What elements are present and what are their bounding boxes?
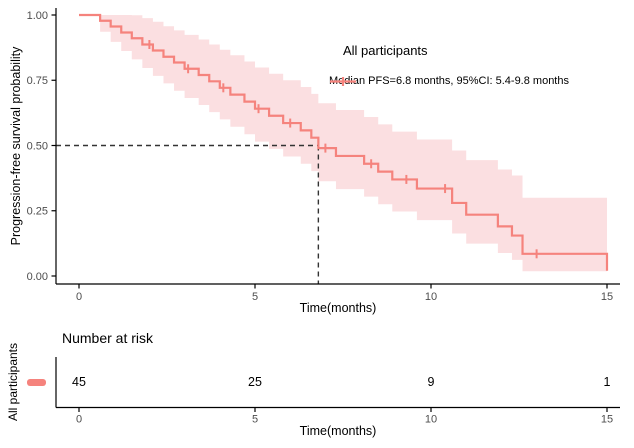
risk-x-tick-label: 10 [425, 414, 437, 426]
median-pfs-legend-symbol [330, 77, 356, 86]
y-tick-label: 0.00 [27, 271, 48, 283]
legend-entry: Median PFS=6.8 months, 95%CI: 5.4-9.8 mo… [329, 75, 569, 87]
legend-entry-label: Median PFS=6.8 months, 95%CI: 5.4-9.8 mo… [329, 75, 569, 87]
x-tick-label: 5 [252, 291, 258, 303]
risk-count: 45 [72, 375, 86, 389]
risk-x-tick-label: 0 [76, 414, 82, 426]
risk-row-label: All participants [6, 342, 20, 422]
y-axis-title: Progression-free survival probability [9, 46, 23, 246]
x-tick-label: 10 [425, 291, 437, 303]
risk-x-tick-label: 15 [601, 414, 613, 426]
risk-count: 25 [248, 375, 262, 389]
risk-x-tick-label: 5 [252, 414, 258, 426]
risk-count: 9 [428, 375, 435, 389]
x-tick-label: 15 [601, 291, 613, 303]
x-axis-title-main: Time(months) [299, 301, 377, 315]
y-tick-label: 0.25 [27, 206, 48, 218]
risk-row-legend-dash [27, 379, 46, 386]
risk-table-title: Number at risk [62, 330, 154, 346]
confidence-band [79, 15, 607, 272]
legend-title: All participants [343, 43, 428, 58]
y-tick-label: 1.00 [27, 10, 48, 22]
risk-count: 1 [604, 375, 611, 389]
km-curve [79, 13, 609, 271]
x-tick-label: 0 [76, 291, 82, 303]
y-tick-label: 0.75 [27, 75, 48, 87]
y-tick-label: 0.50 [27, 140, 48, 152]
x-axis-title-risk: Time(months) [299, 424, 377, 438]
risk-axes [55, 357, 620, 409]
median-dashed-lines [56, 144, 320, 284]
